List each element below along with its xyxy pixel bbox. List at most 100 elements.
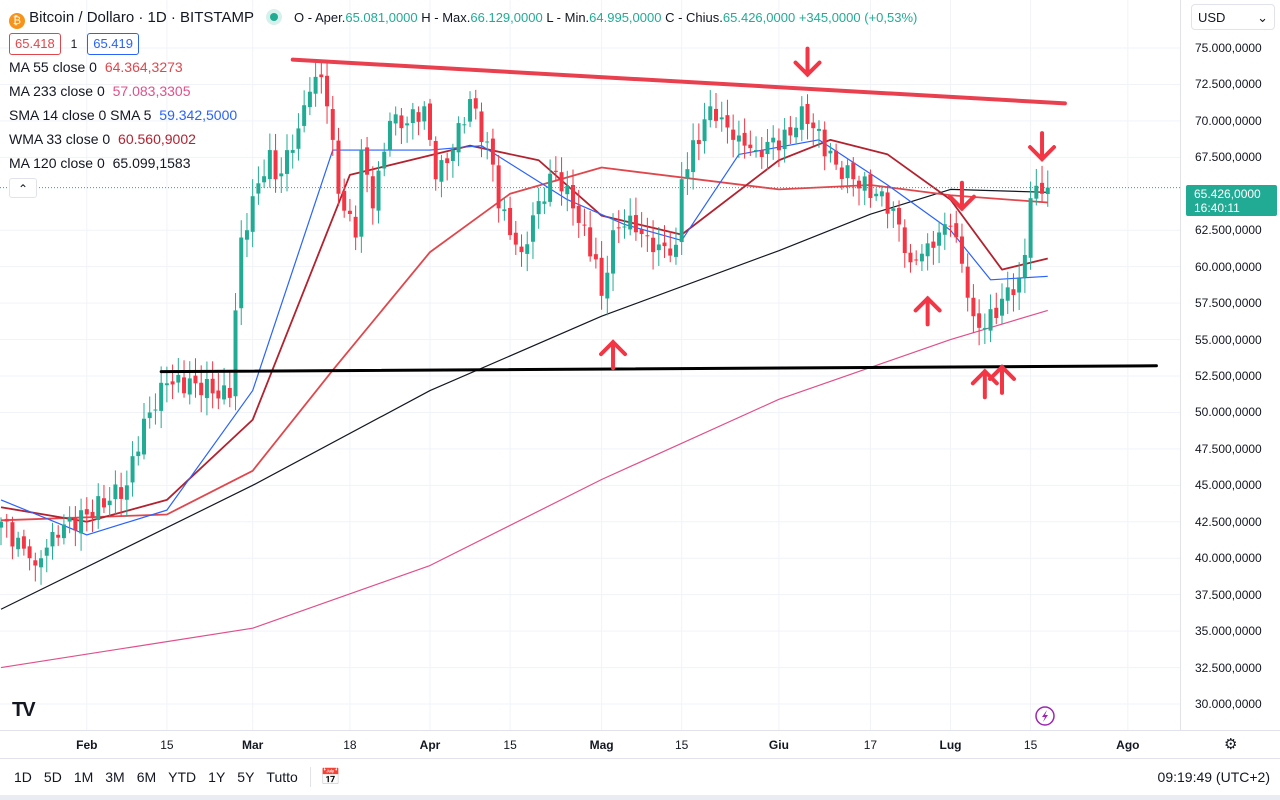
candle-body bbox=[113, 484, 118, 500]
indicator-label: MA 233 close 0 bbox=[9, 83, 105, 99]
indicator-row[interactable]: MA 120 close 0 65.099,1583 bbox=[9, 151, 917, 175]
candle-body bbox=[56, 534, 61, 538]
candle bbox=[553, 156, 558, 182]
range-button-1y[interactable]: 1Y bbox=[208, 769, 226, 785]
candle bbox=[925, 233, 930, 271]
collapse-legend-button[interactable]: ⌃ bbox=[9, 178, 37, 198]
candle-body bbox=[502, 209, 507, 212]
time-axis[interactable]: Feb 15 Mar 18 Apr 15 Mag 15 Giu 17 Lug 15 Ago ⚙ bbox=[0, 730, 1280, 758]
symbol-title[interactable]: Bitcoin / Dollaro · 1D · BITSTAMP bbox=[29, 9, 254, 26]
candle-body bbox=[513, 232, 518, 245]
settings-icon[interactable]: ⚙ bbox=[1224, 736, 1238, 753]
arrow-up-icon bbox=[599, 339, 628, 371]
candle bbox=[548, 159, 553, 207]
range-button-3m[interactable]: 3M bbox=[105, 769, 125, 785]
indicator-value: 65.099,1583 bbox=[112, 155, 191, 171]
candle-body bbox=[147, 412, 152, 419]
candle bbox=[822, 121, 827, 171]
candle bbox=[370, 166, 375, 225]
candle-body bbox=[937, 232, 942, 246]
time-tick: Giu bbox=[768, 738, 789, 752]
candle-body bbox=[16, 537, 21, 550]
candle-body bbox=[410, 109, 415, 123]
range-button-tutto[interactable]: Tutto bbox=[266, 769, 298, 785]
candle bbox=[954, 210, 959, 243]
range-button-ytd[interactable]: YTD bbox=[168, 769, 197, 785]
currency-select[interactable]: USD ⌄ bbox=[1191, 4, 1275, 30]
candle bbox=[988, 294, 993, 343]
candle bbox=[227, 370, 232, 408]
candle-body bbox=[673, 244, 678, 257]
price-tick: 72.500,0000 bbox=[1195, 77, 1262, 92]
candle bbox=[382, 142, 387, 177]
range-button-5d[interactable]: 5D bbox=[43, 769, 62, 785]
candle bbox=[405, 116, 410, 143]
candle-body bbox=[182, 377, 187, 394]
candle bbox=[359, 139, 364, 253]
clock[interactable]: 09:19:49 (UTC+2) bbox=[1157, 769, 1270, 785]
candle-body bbox=[782, 129, 787, 150]
candle-body bbox=[834, 150, 839, 165]
candle-body bbox=[977, 313, 982, 328]
price-tick: 45.000,0000 bbox=[1195, 478, 1262, 493]
candle bbox=[1005, 271, 1010, 315]
candle bbox=[90, 499, 95, 532]
candle bbox=[67, 506, 72, 534]
candle-body bbox=[84, 509, 89, 515]
sell-button[interactable]: 65.418 bbox=[9, 33, 61, 55]
time-tick: 18 bbox=[343, 738, 357, 752]
candle-body bbox=[874, 193, 879, 197]
range-button-6m[interactable]: 6M bbox=[136, 769, 157, 785]
indicator-row[interactable]: SMA 14 close 0 SMA 5 59.342,5000 bbox=[9, 103, 917, 127]
candle bbox=[719, 101, 724, 132]
candle bbox=[633, 197, 638, 241]
resistance-line bbox=[290, 57, 1067, 106]
candle bbox=[576, 189, 581, 238]
time-tick: 15 bbox=[503, 738, 517, 752]
lightning-icon[interactable] bbox=[1035, 706, 1055, 726]
candle-body bbox=[559, 172, 564, 192]
candle-body bbox=[919, 253, 924, 262]
candle bbox=[199, 365, 204, 413]
buy-button[interactable]: 65.419 bbox=[87, 33, 139, 55]
candle bbox=[702, 102, 707, 154]
indicator-label: MA 55 close 0 bbox=[9, 59, 97, 75]
candle-body bbox=[376, 170, 381, 211]
candle bbox=[1022, 238, 1027, 293]
candle-body bbox=[879, 191, 884, 197]
candle bbox=[1028, 181, 1033, 270]
candle-body bbox=[628, 215, 633, 230]
indicator-row[interactable]: MA 233 close 0 57.083,3305 bbox=[9, 79, 917, 103]
range-button-1m[interactable]: 1M bbox=[73, 769, 94, 785]
indicator-row[interactable]: MA 55 close 0 64.364,3273 bbox=[9, 55, 917, 79]
price-chart[interactable] bbox=[0, 0, 1180, 730]
range-button-1d[interactable]: 1D bbox=[14, 769, 32, 785]
candle bbox=[410, 102, 415, 140]
candle-body bbox=[696, 140, 701, 145]
candle bbox=[959, 223, 964, 273]
candle-body bbox=[805, 103, 810, 124]
drawings[interactable] bbox=[159, 46, 1158, 400]
candle bbox=[347, 198, 352, 222]
candle bbox=[834, 143, 839, 170]
candle bbox=[571, 169, 575, 226]
calendar-goto-icon[interactable]: 📅 bbox=[320, 769, 341, 786]
price-axis[interactable]: USD ⌄ 75.000,0000 72.500,0000 70.000,0000 67… bbox=[1180, 0, 1280, 730]
candle-body bbox=[445, 158, 450, 164]
candle-body bbox=[170, 381, 175, 385]
range-button-5y[interactable]: 5Y bbox=[237, 769, 255, 785]
candle bbox=[468, 91, 473, 128]
candle bbox=[153, 393, 158, 425]
candle-body bbox=[370, 176, 375, 209]
candle-body bbox=[759, 150, 764, 157]
candle-body bbox=[565, 186, 570, 195]
indicator-row[interactable]: WMA 33 close 0 60.560,9002 bbox=[9, 127, 917, 151]
bar-countdown: 16:40:11 bbox=[1194, 200, 1240, 215]
candle-body bbox=[387, 120, 392, 150]
candle bbox=[771, 125, 776, 160]
candle bbox=[0, 517, 3, 546]
candle-body bbox=[222, 385, 227, 400]
candle bbox=[113, 470, 118, 515]
high-label: H - Max. bbox=[421, 10, 471, 25]
candle bbox=[668, 231, 673, 263]
